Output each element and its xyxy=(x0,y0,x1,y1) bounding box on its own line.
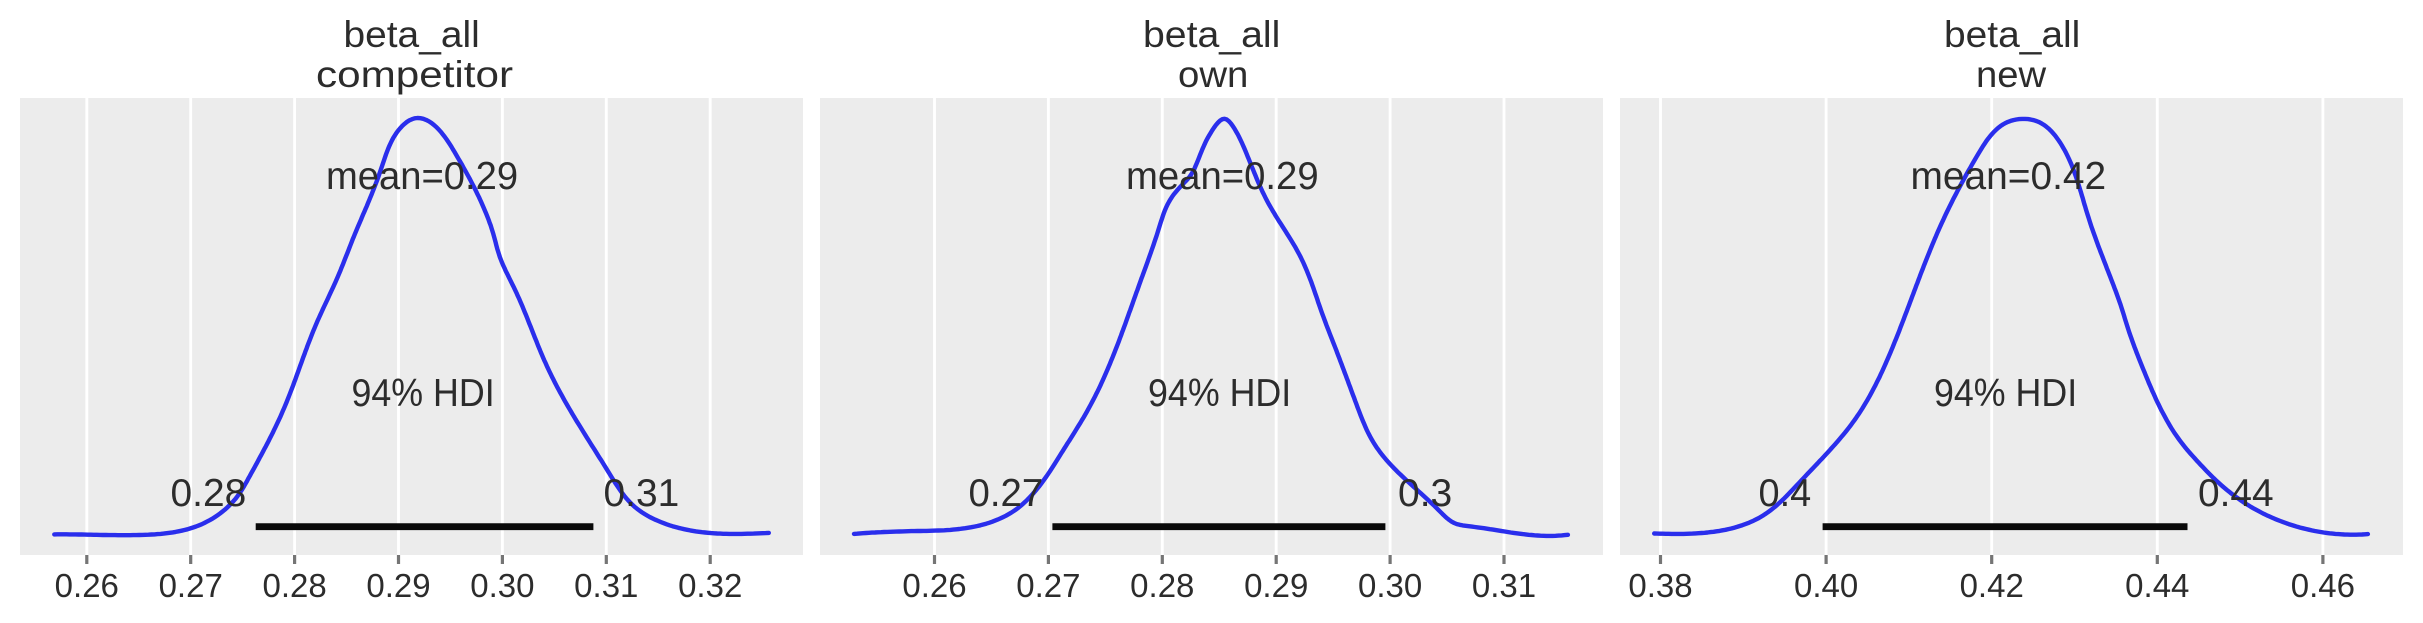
svg-text:94% HDI: 94% HDI xyxy=(1934,372,2077,415)
svg-text:0.40: 0.40 xyxy=(1794,567,1858,604)
svg-text:mean=0.29: mean=0.29 xyxy=(326,155,518,198)
svg-text:94% HDI: 94% HDI xyxy=(1148,372,1291,415)
svg-text:mean=0.42: mean=0.42 xyxy=(1911,155,2107,198)
svg-text:own: own xyxy=(1178,53,1248,95)
svg-text:0.26: 0.26 xyxy=(902,567,966,604)
svg-text:0.28: 0.28 xyxy=(1130,567,1194,604)
svg-text:0.38: 0.38 xyxy=(1628,567,1692,604)
svg-text:0.28: 0.28 xyxy=(171,472,247,515)
svg-text:0.28: 0.28 xyxy=(262,567,326,604)
svg-text:mean=0.29: mean=0.29 xyxy=(1126,155,1319,198)
svg-text:0.4: 0.4 xyxy=(1759,472,1812,515)
svg-text:competitor: competitor xyxy=(316,53,513,95)
svg-text:beta_all: beta_all xyxy=(344,13,480,55)
svg-text:beta_all: beta_all xyxy=(1944,13,2080,55)
svg-text:0.31: 0.31 xyxy=(1472,567,1536,604)
svg-text:0.29: 0.29 xyxy=(366,567,430,604)
svg-text:0.30: 0.30 xyxy=(470,567,534,604)
svg-text:new: new xyxy=(1976,53,2047,95)
svg-text:beta_all: beta_all xyxy=(1143,13,1280,55)
svg-text:0.29: 0.29 xyxy=(1244,567,1308,604)
svg-text:0.27: 0.27 xyxy=(969,472,1044,515)
svg-text:0.31: 0.31 xyxy=(574,567,638,604)
svg-text:0.44: 0.44 xyxy=(2125,567,2189,604)
svg-text:0.44: 0.44 xyxy=(2198,472,2274,515)
svg-text:0.27: 0.27 xyxy=(159,567,223,604)
svg-text:94% HDI: 94% HDI xyxy=(352,372,495,415)
svg-text:0.27: 0.27 xyxy=(1016,567,1080,604)
svg-text:0.31: 0.31 xyxy=(604,472,680,515)
svg-text:0.3: 0.3 xyxy=(1398,472,1452,515)
svg-text:0.26: 0.26 xyxy=(55,567,119,604)
svg-text:0.46: 0.46 xyxy=(2291,567,2355,604)
svg-text:0.32: 0.32 xyxy=(678,567,742,604)
svg-text:0.42: 0.42 xyxy=(1960,567,2024,604)
svg-text:0.30: 0.30 xyxy=(1358,567,1422,604)
